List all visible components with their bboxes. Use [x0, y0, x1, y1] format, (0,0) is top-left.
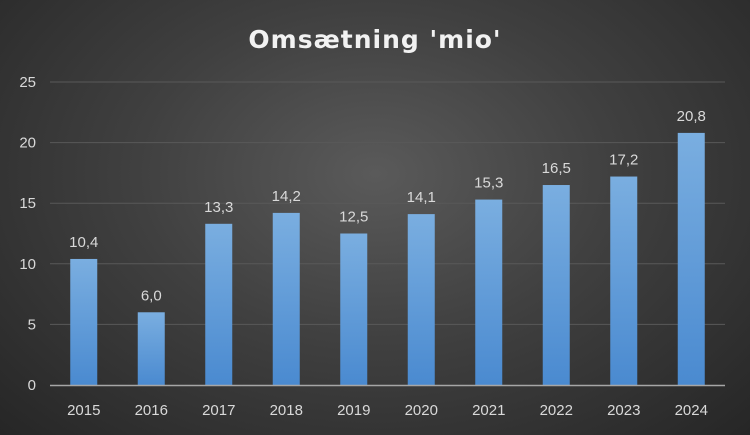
data-label: 20,8 — [677, 108, 706, 125]
x-tick-label: 2018 — [270, 402, 303, 419]
x-tick-label: 2024 — [675, 402, 708, 419]
x-tick-label: 2020 — [405, 402, 438, 419]
data-label: 14,1 — [407, 189, 436, 206]
y-tick-label: 0 — [28, 377, 36, 394]
bar-2017 — [205, 223, 233, 385]
y-tick-label: 15 — [19, 195, 36, 212]
data-label: 6,0 — [141, 287, 162, 304]
data-label: 14,2 — [272, 188, 301, 205]
chart-title: Omsætning 'mio' — [248, 25, 501, 54]
x-tick-label: 2019 — [337, 402, 370, 419]
data-label: 12,5 — [339, 209, 368, 226]
x-tick-label: 2022 — [540, 402, 573, 419]
y-tick-label: 20 — [19, 135, 36, 152]
data-label: 16,5 — [542, 160, 571, 177]
bar-2023 — [610, 176, 638, 385]
data-label: 13,3 — [204, 199, 233, 216]
bar-2024 — [677, 132, 705, 385]
x-tick-label: 2021 — [472, 402, 505, 419]
data-label: 15,3 — [474, 175, 503, 192]
x-tick-label: 2016 — [135, 402, 168, 419]
y-tick-label: 5 — [28, 316, 36, 333]
y-tick-label: 10 — [19, 256, 36, 273]
x-tick-label: 2023 — [607, 402, 640, 419]
bar-2020 — [407, 214, 435, 385]
bar-2015 — [70, 258, 98, 385]
bar-2022 — [542, 185, 570, 385]
bar-2016 — [137, 312, 165, 385]
y-tick-label: 25 — [19, 74, 36, 91]
bar-2018 — [272, 212, 300, 385]
x-tick-label: 2015 — [67, 402, 100, 419]
data-label: 10,4 — [69, 234, 98, 251]
bar-2019 — [340, 233, 368, 385]
data-label: 17,2 — [609, 152, 638, 169]
bar-2021 — [475, 199, 503, 385]
x-tick-label: 2017 — [202, 402, 235, 419]
